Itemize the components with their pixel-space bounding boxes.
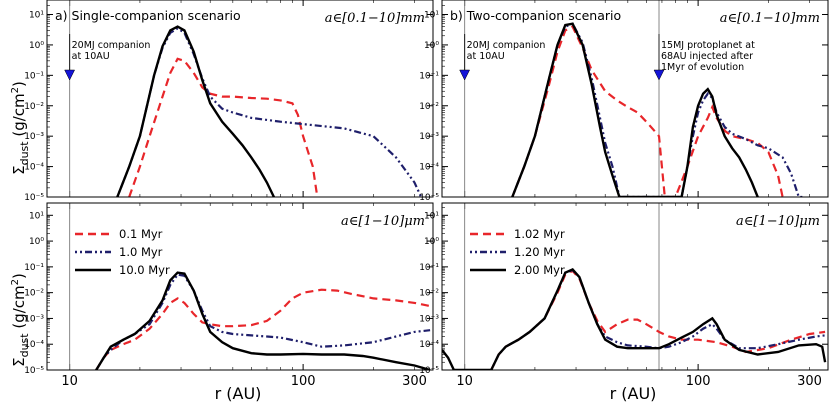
- y-tick-label: 10¹: [29, 11, 44, 21]
- annotation-arrowhead-icon: [653, 69, 665, 81]
- y-tick-label: 10⁰: [424, 41, 439, 51]
- y-tick-label: 10⁻⁴: [419, 163, 439, 173]
- series-line-10.0: [95, 271, 431, 370]
- annotation-text: 20MJ companion: [467, 40, 546, 51]
- size-range-label: a∈[0.1−10]mm: [720, 11, 820, 26]
- y-tick-label: 10¹: [424, 211, 439, 221]
- series-line-10.0: [116, 25, 275, 197]
- annotation-arrowhead-icon: [64, 69, 76, 81]
- series-line-2.00: [442, 267, 827, 370]
- y-tick-label: 10⁻¹: [419, 263, 439, 273]
- y-tick-label: 10⁻³: [419, 314, 439, 324]
- y-tick-label: 10¹: [29, 211, 44, 221]
- panel-title: b) Two-companion scenario: [450, 8, 621, 23]
- panel-frame: [441, 202, 829, 371]
- y-tick-label: 10⁻³: [24, 132, 44, 142]
- series-line-1.02: [511, 25, 784, 197]
- annotation-text: 20MJ companion: [72, 40, 151, 51]
- x-tick-label: 100: [291, 374, 316, 389]
- legend-label: 0.1 Myr: [119, 227, 163, 241]
- y-tick-label: 10⁰: [29, 237, 44, 247]
- y-tick-label: 10⁻³: [419, 132, 439, 142]
- y-tick-label: 10⁻¹: [24, 71, 44, 81]
- x-tick-label: 10: [61, 374, 78, 389]
- y-tick-label: 10⁻⁴: [419, 340, 439, 350]
- y-tick-label: 10⁻²: [419, 289, 439, 299]
- y-tick-label: 10⁻⁵: [24, 366, 44, 376]
- y-tick-label: 10⁻³: [24, 314, 44, 324]
- series-line-0.1: [128, 57, 319, 197]
- x-tick-label: 10: [456, 374, 473, 389]
- y-tick-label: 10⁻⁴: [24, 163, 44, 173]
- panel-top-left: 10⁻⁵ 10⁻⁴ 10⁻³ 10⁻² 10⁻¹ 10⁰ 10¹ a) Single-comp…: [24, 0, 434, 203]
- panel-frame: [46, 0, 434, 198]
- size-range-label: a∈[0.1−10]mm: [325, 11, 425, 26]
- annotation-text: 1Myr of evolution: [661, 62, 744, 73]
- y-axis-label-top: Σdust (g/cm2): [10, 81, 31, 175]
- y-tick-label: 10⁻¹: [419, 71, 439, 81]
- legend-label: 10.0 Myr: [119, 263, 170, 277]
- y-tick-label: 10⁰: [424, 237, 439, 247]
- x-tick-label: 300: [402, 374, 427, 389]
- panel-bottom-left: 10⁻⁵ 10⁻⁴ 10⁻³ 10⁻² 10⁻¹ 10⁰ 10¹ 10 100 300 a∈[1−1…: [24, 202, 434, 389]
- y-tick-label: 10⁻⁵: [419, 193, 439, 203]
- panel-frame: [46, 202, 434, 371]
- y-tick-label: 10⁻¹: [24, 263, 44, 273]
- y-tick-label: 10⁻⁵: [419, 366, 439, 376]
- annotation-text: at 10AU: [72, 51, 110, 62]
- legend-label: 1.20 Myr: [514, 245, 565, 259]
- y-tick-label: 10⁰: [29, 41, 44, 51]
- annotation-text: 15MJ protoplanet at: [661, 40, 755, 51]
- y-tick-label: 10⁻⁵: [24, 193, 44, 203]
- annotation-text: 68AU injected after: [661, 51, 753, 62]
- y-tick-label: 10⁻²: [419, 102, 439, 112]
- y-tick-label: 10¹: [424, 11, 439, 21]
- x-tick-label: 100: [686, 374, 711, 389]
- legend-label: 2.00 Myr: [514, 263, 565, 277]
- legend-label: 1.0 Myr: [119, 245, 163, 259]
- panel-title: a) Single-companion scenario: [55, 8, 241, 23]
- size-range-label: a∈[1−10]μm: [341, 214, 425, 229]
- y-tick-label: 10⁻²: [24, 102, 44, 112]
- series-line-0.1: [95, 288, 431, 370]
- panel-top-right: 10⁻⁵ 10⁻⁴ 10⁻³ 10⁻² 10⁻¹ 10⁰ 10¹ b) Two-compani…: [419, 0, 829, 203]
- panel-bottom-right: 10⁻⁵ 10⁻⁴ 10⁻³ 10⁻² 10⁻¹ 10⁰ 10¹ 10 100 300 a∈[1−1…: [419, 202, 829, 389]
- x-tick-label: 300: [797, 374, 822, 389]
- x-axis-label-right: r (AU): [610, 384, 657, 403]
- y-tick-label: 10⁻²: [24, 289, 44, 299]
- y-axis-label-bottom: Σdust (g/cm2): [10, 273, 31, 367]
- size-range-label: a∈[1−10]μm: [736, 214, 820, 229]
- panel-frame: [441, 0, 829, 198]
- series-line-1.0: [116, 27, 423, 197]
- x-axis-label-left: r (AU): [215, 384, 262, 403]
- series-line-2.00: [511, 22, 759, 197]
- annotation-arrowhead-icon: [459, 69, 471, 81]
- legend-label: 1.02 Myr: [514, 227, 565, 241]
- annotation-text: at 10AU: [467, 51, 505, 62]
- y-tick-label: 10⁻⁴: [24, 340, 44, 350]
